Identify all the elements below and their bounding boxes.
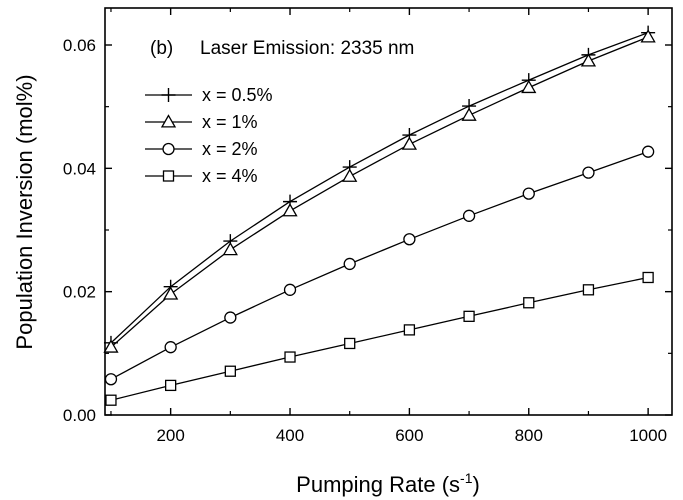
x-axis-label-close: )	[472, 472, 479, 497]
series-triangle	[103, 29, 656, 353]
legend-marker-square	[162, 170, 175, 182]
panel-label: (b)	[150, 38, 173, 59]
data-point-triangle	[401, 136, 418, 150]
data-point-triangle	[103, 339, 119, 353]
legend-label: x = 0.5%	[202, 85, 273, 105]
data-point-square	[463, 310, 475, 322]
series-circle	[104, 145, 655, 386]
data-point-circle	[403, 233, 416, 246]
legend-marker-circle	[162, 142, 175, 156]
data-point-square	[224, 365, 236, 377]
data-point-square	[344, 337, 356, 350]
data-point-square	[105, 394, 117, 406]
legend-marker-triangle	[160, 114, 177, 128]
y-tick-label: 0.06	[63, 36, 96, 55]
series-plus	[103, 25, 656, 350]
data-point-circle	[582, 166, 595, 179]
data-point-square	[642, 271, 654, 284]
legend-label: x = 2%	[202, 139, 258, 159]
data-point-triangle	[163, 286, 179, 300]
x-axis-label: Pumping Rate (s-1)	[296, 470, 480, 497]
plot-frame	[104, 7, 673, 416]
data-point-circle	[522, 187, 535, 200]
x-tick-label: 200	[156, 426, 184, 445]
y-tick-label: 0.00	[63, 406, 96, 425]
data-point-circle	[343, 257, 356, 271]
y-tick-label: 0.04	[63, 159, 96, 178]
data-point-circle	[462, 209, 476, 222]
data-point-square	[284, 351, 296, 363]
data-point-triangle	[282, 203, 298, 217]
data-point-square	[165, 379, 177, 392]
x-axis-label-superscript: -1	[460, 470, 473, 486]
chart-annotation: Laser Emission: 2335 nm	[200, 38, 414, 59]
series-square	[105, 271, 654, 406]
series-line	[110, 276, 649, 401]
data-point-circle	[641, 145, 655, 158]
series-line	[110, 32, 649, 344]
data-point-triangle	[461, 107, 477, 121]
y-tick-label: 0.02	[63, 283, 96, 302]
y-axis-label: Population Inversion (mol%)	[12, 74, 37, 349]
data-point-circle	[164, 341, 177, 354]
data-point-triangle	[342, 168, 358, 182]
data-point-triangle	[580, 53, 597, 67]
tick-marks	[105, 8, 672, 416]
data-point-circle	[224, 311, 237, 324]
legend: x = 0.5% x = 1% x = 2% x = 4%	[145, 85, 273, 186]
x-tick-label: 800	[515, 426, 543, 445]
x-tick-label: 400	[276, 426, 304, 445]
legend-label: x = 4%	[202, 166, 258, 186]
legend-marker-plus	[161, 88, 176, 102]
data-point-triangle	[640, 29, 656, 43]
series-line	[110, 151, 649, 380]
series-layer	[103, 25, 656, 406]
data-point-square	[523, 297, 535, 309]
data-point-square	[582, 284, 595, 296]
data-point-triangle	[222, 241, 238, 256]
x-tick-label: 600	[395, 426, 423, 445]
x-tick-label: 1000	[629, 426, 667, 445]
x-axis-label-main: Pumping Rate (s	[296, 472, 460, 497]
data-point-circle	[283, 283, 297, 296]
data-point-triangle	[521, 79, 537, 94]
data-point-circle	[104, 373, 118, 386]
series-line	[110, 36, 649, 348]
tick-labels: 200 400 600 800 1000 0.00 0.02 0.04 0.06	[63, 36, 667, 445]
data-point-square	[403, 324, 416, 336]
legend-label: x = 1%	[202, 112, 258, 132]
